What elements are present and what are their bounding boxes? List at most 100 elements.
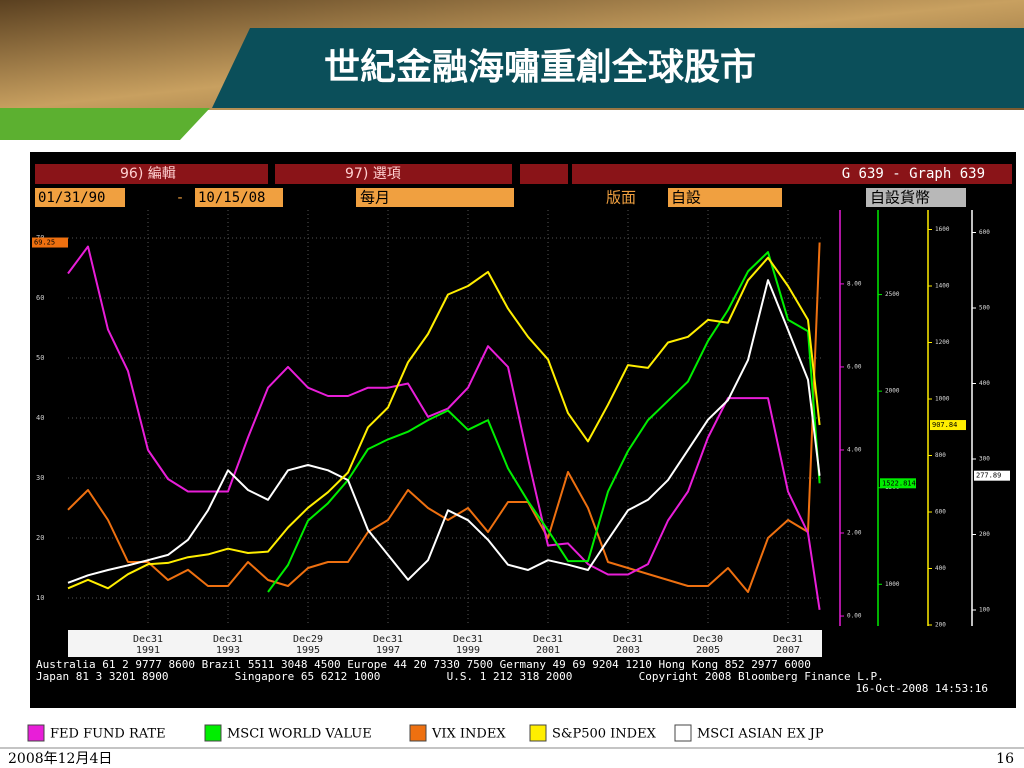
value-flag-label: 1522.8145 (882, 479, 920, 487)
x-tick-label: 2003 (616, 645, 640, 656)
legend-label: S&P500 INDEX (552, 727, 657, 742)
page-number: 16 (996, 751, 1014, 767)
series-line (67, 245, 821, 610)
value-flag (32, 237, 68, 248)
series-line (67, 279, 821, 584)
y-tick-label: 500 (979, 304, 990, 311)
y-tick-label: 200 (979, 531, 990, 538)
series-line (267, 251, 821, 593)
legend-label: MSCI WORLD VALUE (227, 727, 372, 742)
value-flag (930, 420, 966, 431)
legend-swatch (409, 724, 427, 742)
x-tick-label: Dec31 (453, 634, 483, 645)
footer-text: Japan 81 3 3201 8900 Singapore 65 6212 1… (36, 670, 884, 683)
y-tick-label: 400 (979, 380, 990, 387)
legend-swatch (529, 724, 547, 742)
y-tick-label: 50 (36, 354, 44, 362)
y-tick-label: 800 (935, 452, 946, 459)
y-tick-label: 400 (935, 565, 946, 572)
layout-value: 自設 (671, 189, 701, 207)
currency: 自設貨幣 (870, 189, 930, 207)
date-field (195, 188, 283, 207)
y-tick-label: 1600 (935, 226, 950, 233)
y-tick-label: 8.00 (847, 280, 862, 287)
x-tick-label: 1995 (296, 645, 320, 656)
x-tick-label: 2007 (776, 645, 800, 656)
y-tick-label: 1200 (935, 339, 950, 346)
x-tick-label: Dec31 (133, 634, 163, 645)
y-tick-label: 10 (36, 594, 44, 602)
y-tick-label: 200 (935, 622, 946, 629)
green-band (0, 108, 210, 140)
legend-swatch (204, 724, 222, 742)
date-dash: - (177, 190, 182, 206)
y-tick-label: 2.00 (847, 530, 862, 537)
y-tick-label: 100 (979, 606, 990, 613)
value-flag-label: 907.84 (932, 421, 957, 429)
legend-label: FED FUND RATE (50, 727, 166, 742)
period-field (356, 188, 514, 207)
x-tick-label: Dec31 (533, 634, 563, 645)
x-tick-label: 1993 (216, 645, 240, 656)
end-date: 10/15/08 (198, 190, 265, 206)
y-tick-label: 600 (979, 229, 990, 236)
legend-label: MSCI ASIAN EX JP (697, 727, 824, 742)
x-tick-label: Dec31 (613, 634, 643, 645)
plot: Dec311991Dec311993Dec291995Dec311997Dec3… (32, 210, 1010, 656)
slide-title: 世紀金融海嘯重創全球股市 (324, 46, 756, 88)
y-tick-label: 1400 (935, 282, 950, 289)
x-tick-label: Dec31 (773, 634, 803, 645)
layout-label: 版面 (606, 189, 636, 207)
start-date: 01/31/90 (38, 190, 105, 206)
x-tick-label: Dec31 (373, 634, 403, 645)
footer-text: Australia 61 2 9777 8600 Brazil 5511 304… (36, 658, 811, 671)
value-flag-label: 277.89 (976, 472, 1001, 480)
header-field (572, 164, 1012, 184)
currency-field (866, 188, 966, 207)
slide-date: 2008年12月4日 (8, 751, 112, 767)
date-field (35, 188, 125, 207)
header-text: 97) 選項 (345, 166, 401, 182)
y-tick-label: 6.00 (847, 363, 862, 370)
series-line (67, 256, 821, 590)
chart-panel (30, 152, 1016, 708)
y-tick-label: 2000 (885, 388, 900, 395)
y-tick-label: 0.00 (847, 613, 862, 620)
y-tick-label: 30 (36, 474, 44, 482)
value-flag (880, 478, 916, 489)
header-field (520, 164, 568, 184)
y-tick-label: 300 (979, 455, 990, 462)
header-field (275, 164, 512, 184)
legend-swatch (674, 724, 692, 742)
y-tick-label: 600 (935, 509, 946, 516)
x-tick-label: 2001 (536, 645, 560, 656)
x-tick-label: 1999 (456, 645, 480, 656)
y-tick-label: 4.00 (847, 446, 862, 453)
period: 每月 (360, 189, 390, 207)
footer-text: 16-Oct-2008 14:53:16 (856, 682, 988, 695)
value-flag-label: 69.25 (34, 239, 55, 247)
y-tick-label: 40 (36, 414, 44, 422)
y-tick-label: 1000 (935, 396, 950, 403)
layout-field (668, 188, 782, 207)
header-field (35, 164, 268, 184)
graph-id: G 639 - Graph 639 (842, 166, 985, 182)
y-tick-label: 1000 (885, 581, 900, 588)
title-band (212, 28, 1024, 108)
x-axis-band (68, 630, 822, 657)
y-tick-label: 20 (36, 534, 44, 542)
series-line (67, 242, 821, 593)
x-tick-label: 2005 (696, 645, 720, 656)
x-tick-label: Dec29 (293, 634, 323, 645)
x-tick-label: Dec30 (693, 634, 723, 645)
y-tick-label: 2500 (885, 291, 900, 298)
value-flag (974, 470, 1010, 481)
legend-label: VIX INDEX (431, 727, 506, 742)
x-tick-label: 1997 (376, 645, 400, 656)
x-tick-label: 1991 (136, 645, 160, 656)
y-tick-label: 60 (36, 294, 44, 302)
header-text: 96) 編輯 (120, 166, 176, 182)
x-tick-label: Dec31 (213, 634, 243, 645)
legend-swatch (27, 724, 45, 742)
